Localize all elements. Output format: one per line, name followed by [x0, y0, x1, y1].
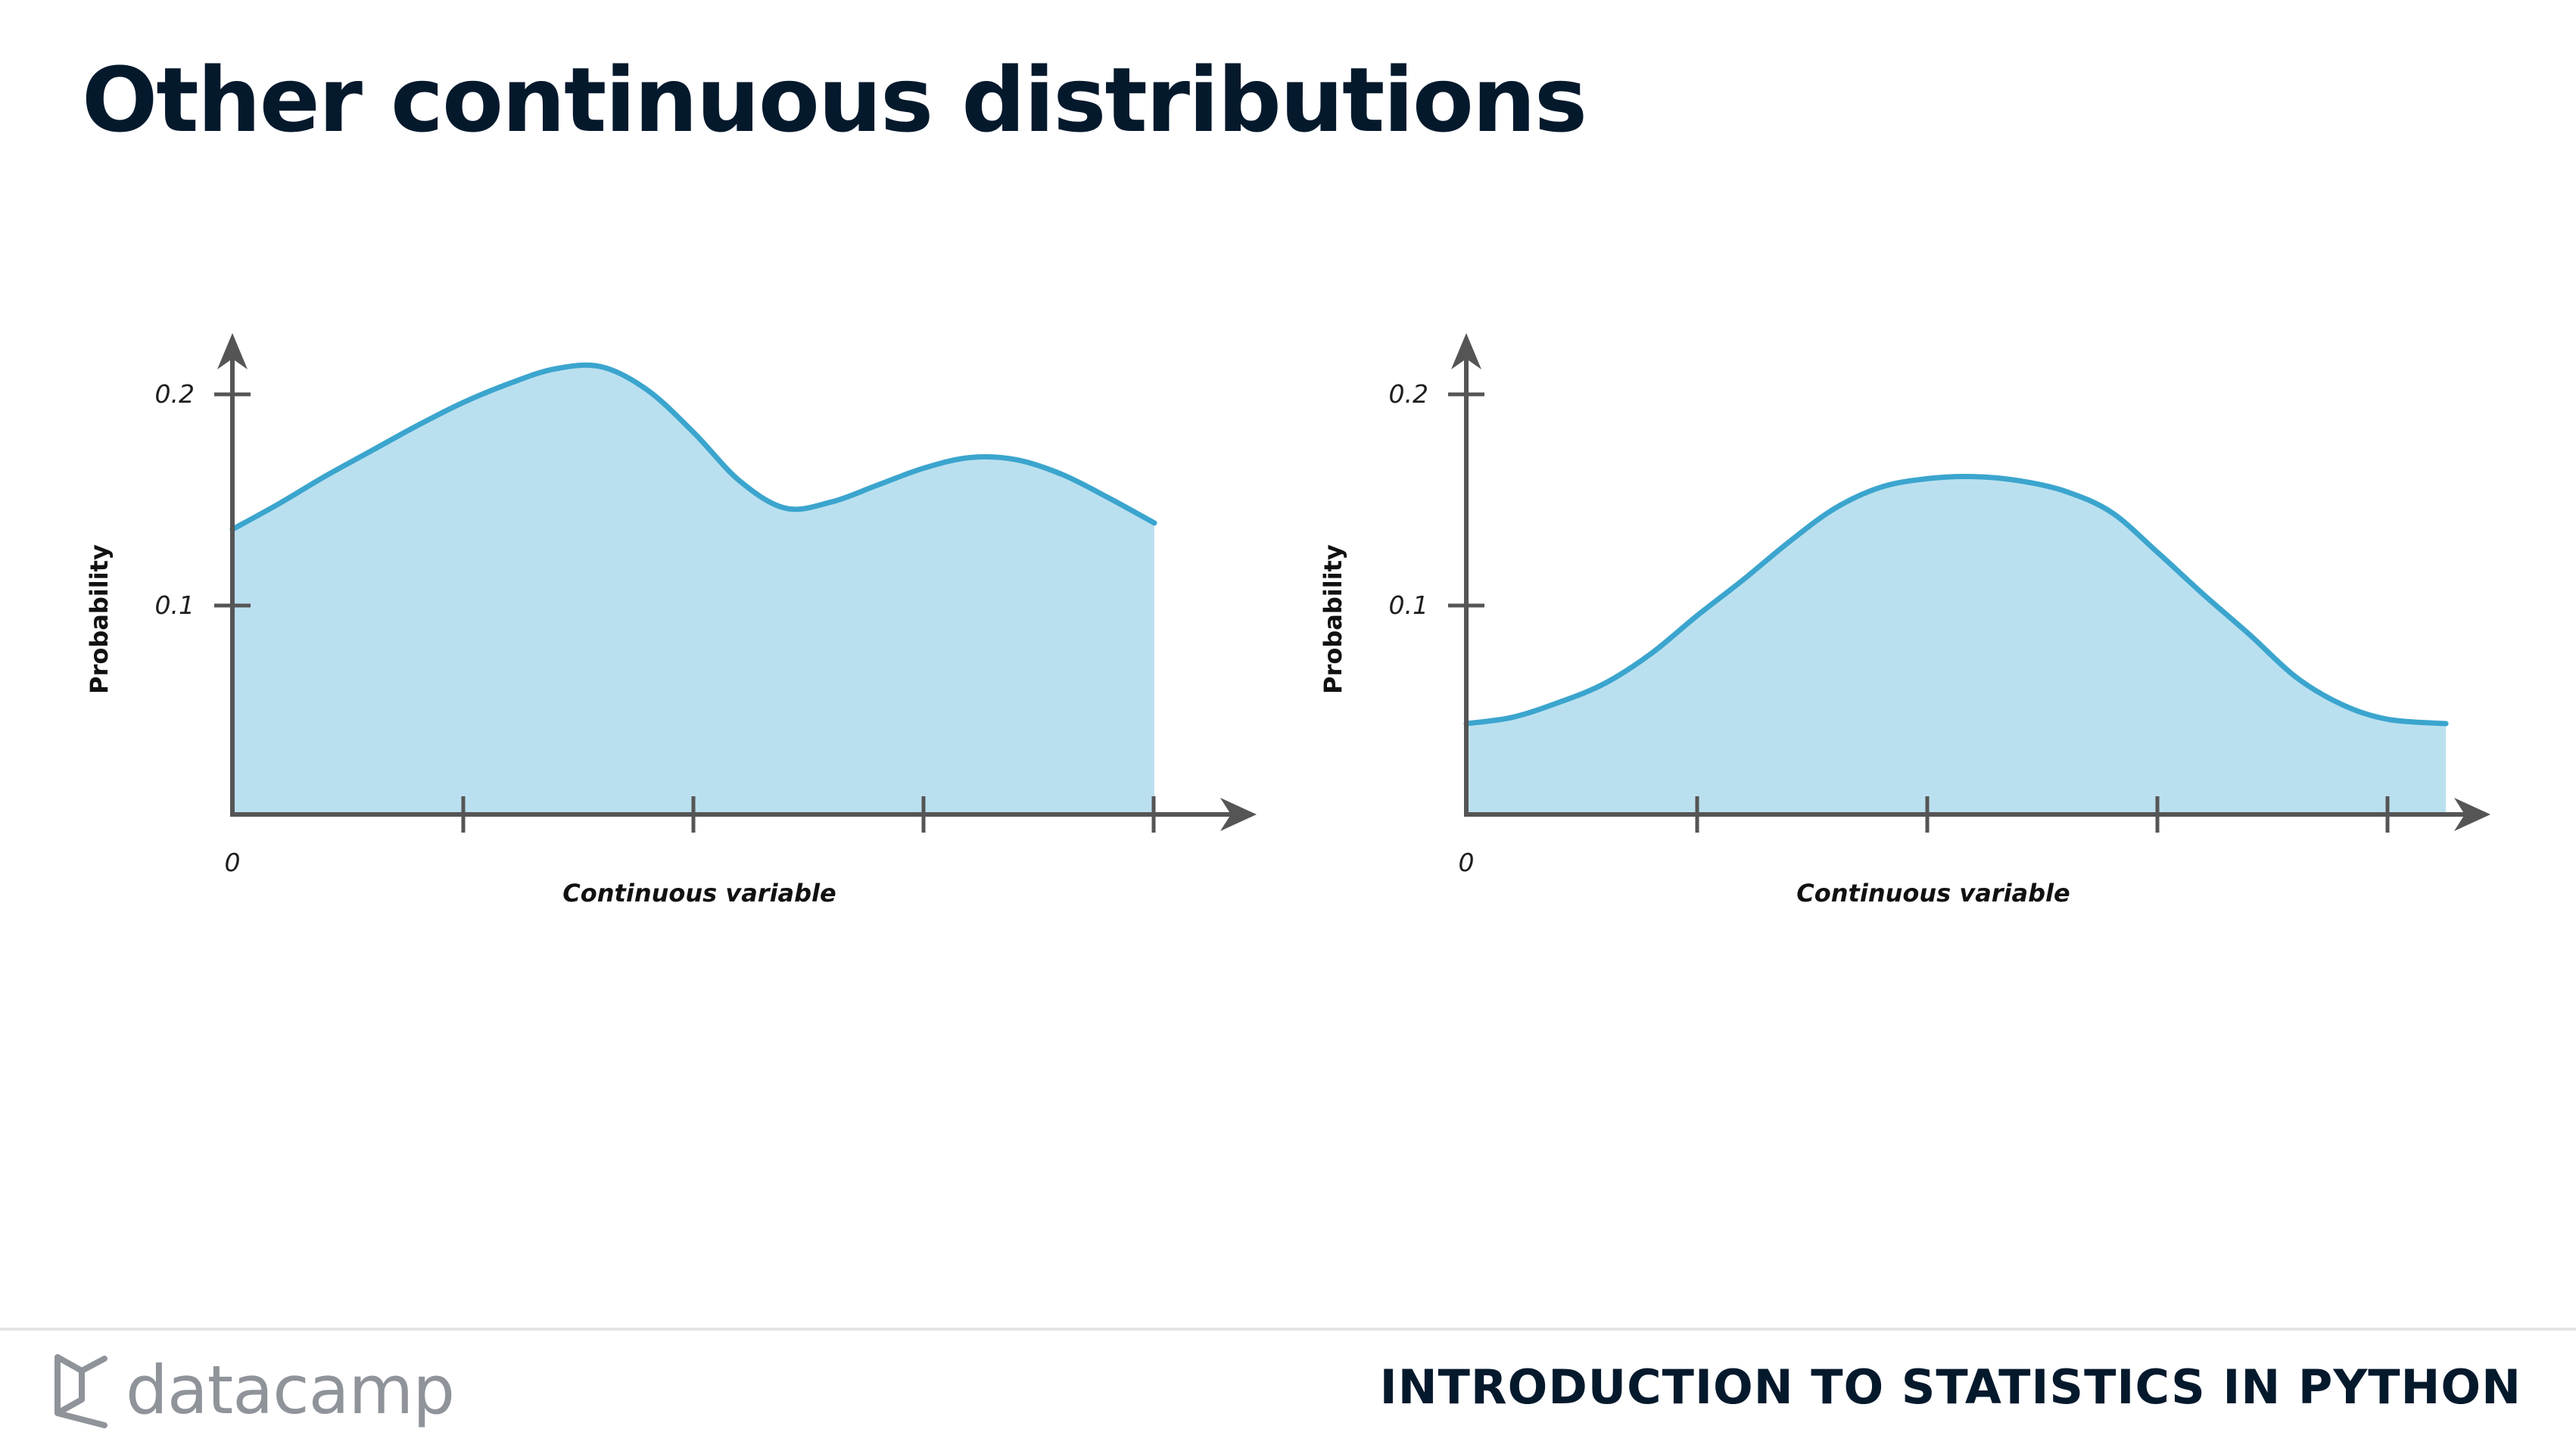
chart-right-curve [1463, 473, 2449, 727]
footer-divider [0, 1328, 2576, 1331]
chart-left-y-axis-arrow [217, 333, 248, 369]
chart-right-ytick-label: 0.1 [1389, 590, 1428, 620]
chart-left-xtick-label: 0 [225, 848, 241, 877]
chart-right-x-axis-arrow [2454, 798, 2490, 831]
chart-left-ytick-label: 0.1 [155, 590, 195, 620]
chart-left-x-axis-title: Continuous variable [562, 879, 836, 908]
chart-right-y-axis-title: Probability [1319, 544, 1347, 694]
chart-left-axes [214, 333, 1257, 833]
chart-right: 0.1 0.2 0 Continuous variable Probabilit… [1319, 333, 2490, 908]
chart-left-y-axis-title: Probability [85, 544, 114, 694]
chart-left-ytick-label: 0.2 [155, 379, 195, 409]
chart-left-x-axis-arrow [1220, 798, 1257, 831]
chart-right-axes [1448, 333, 2490, 833]
chart-left: 0.1 0.2 0 Continuous variable Probabilit… [85, 333, 1257, 908]
page-title: Other continuous distributions [82, 48, 1587, 152]
course-title: INTRODUCTION TO STATISTICS IN PYTHON [1379, 1359, 2521, 1415]
chart-right-x-axis-title: Continuous variable [1796, 879, 2070, 908]
chart-left-area [232, 365, 1154, 815]
datacamp-logo: datacamp [51, 1349, 455, 1432]
datacamp-wordmark: datacamp [126, 1351, 455, 1429]
chart-right-y-axis-arrow [1451, 333, 1481, 369]
chart-left-curve [229, 362, 1157, 532]
datacamp-logo-icon [55, 1354, 107, 1428]
chart-right-xtick-label: 0 [1459, 848, 1475, 877]
chart-right-area [1466, 476, 2447, 814]
chart-right-ytick-label: 0.2 [1389, 379, 1428, 409]
